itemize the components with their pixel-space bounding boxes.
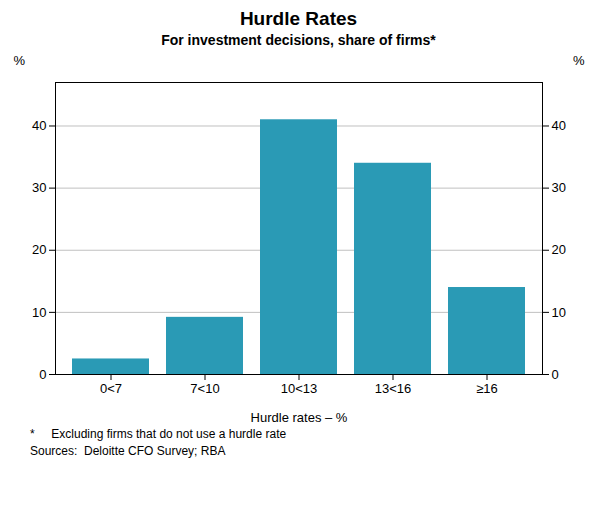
svg-text:7<10: 7<10 — [190, 381, 219, 396]
svg-text:Hurdle rates – %: Hurdle rates – % — [251, 410, 348, 425]
svg-text:20: 20 — [32, 242, 46, 257]
svg-text:%: % — [573, 53, 585, 68]
html-text:For investment decisions, shar: For investment decisions, share of firms… — [161, 32, 436, 48]
html-text:Hurdle Rates: Hurdle Rates — [239, 8, 358, 29]
svg-text:≥16: ≥16 — [476, 381, 498, 396]
svg-text:30: 30 — [32, 180, 46, 195]
svg-text:0: 0 — [39, 367, 46, 382]
svg-text:13<16: 13<16 — [375, 381, 412, 396]
svg-text:30: 30 — [552, 180, 566, 195]
svg-text:0: 0 — [552, 367, 559, 382]
html-text:Sources: Deloitte CFO Survey;: Sources: Deloitte CFO Survey; RBA — [30, 444, 226, 458]
svg-text:10: 10 — [32, 305, 46, 320]
html-text:* Excluding firms that do not: * Excluding firms that do not use a hurd… — [30, 427, 287, 441]
svg-text:10: 10 — [552, 305, 566, 320]
svg-text:0<7: 0<7 — [100, 381, 122, 396]
svg-text:%: % — [14, 53, 26, 68]
svg-text:40: 40 — [552, 118, 566, 133]
svg-text:10<13: 10<13 — [281, 381, 318, 396]
svg-text:20: 20 — [552, 242, 566, 257]
svg-text:40: 40 — [32, 118, 46, 133]
